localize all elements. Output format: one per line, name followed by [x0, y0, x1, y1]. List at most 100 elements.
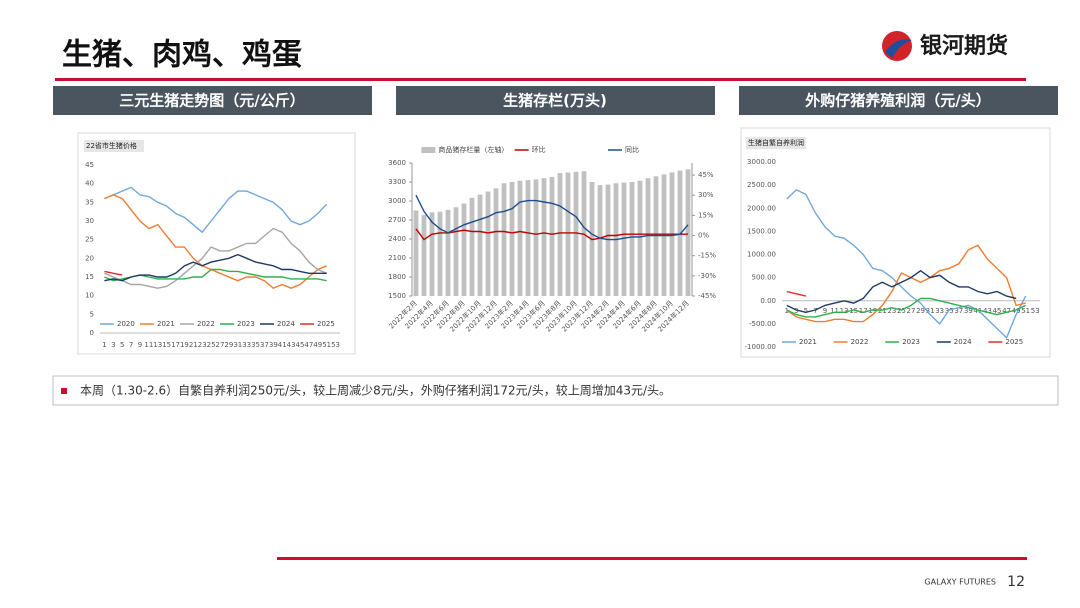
x-tick-label: 23 — [887, 307, 896, 315]
bar — [597, 185, 603, 296]
x-tick-label: 25 — [897, 307, 906, 315]
note-box — [52, 375, 1059, 406]
x-tick-label: 7 — [813, 307, 817, 315]
slide-title: 生猪、肉鸡、鸡蛋 — [62, 38, 302, 73]
series-line — [415, 194, 689, 241]
bar — [533, 179, 539, 296]
legend-label: 商品猪存栏量（左轴） — [438, 145, 508, 154]
bar — [685, 169, 691, 296]
y-tick-label: 2500.00 — [747, 181, 776, 189]
title-rule — [55, 78, 1026, 81]
y-tick-label: 1000.00 — [747, 251, 776, 259]
y-tick-label: 3000 — [388, 197, 406, 205]
x-tick-label: 45 — [993, 307, 1002, 315]
panel-title: 生猪存栏(万头) — [503, 92, 607, 110]
bar — [565, 172, 571, 296]
bar — [517, 180, 523, 296]
x-tick-label: 7 — [129, 341, 133, 349]
bar — [477, 194, 483, 296]
legend-label: 2022 — [851, 338, 869, 346]
x-tick-label: 45 — [296, 341, 305, 349]
y-tick-label: 0.00 — [760, 297, 776, 305]
x-tick-label: 21 — [878, 307, 887, 315]
page-number: 12 — [1007, 574, 1025, 590]
x-tick-label: 11 — [830, 307, 839, 315]
panel-header — [396, 86, 715, 115]
bar — [429, 212, 435, 296]
x-tick-label: 29 — [916, 307, 925, 315]
y-tick-label: 35 — [85, 198, 94, 206]
y-tick-label: 3600 — [388, 159, 406, 167]
x-tick-label: 39 — [964, 307, 973, 315]
x-tick-label: 19 — [868, 307, 877, 315]
x-tick-label: 23 — [198, 341, 207, 349]
x-tick-label: 33 — [242, 341, 251, 349]
chart-title: 生猪自繁自养利润 — [748, 138, 804, 147]
bullet — [61, 388, 67, 394]
chart-frame — [77, 132, 356, 355]
y-tick-label: 1800 — [388, 273, 406, 281]
bar — [621, 182, 627, 296]
bar — [485, 191, 491, 296]
bar — [413, 210, 419, 296]
panel-title: 外购仔猪养殖利润（元/头） — [804, 92, 990, 110]
series-line — [104, 194, 327, 290]
y2-tick-label: 0% — [698, 232, 709, 240]
legend-label: 2024 — [277, 320, 295, 328]
x-tick-label: 33 — [935, 307, 944, 315]
legend-label: 2023 — [902, 338, 920, 346]
bar — [493, 188, 499, 296]
y-tick-label: 3000.00 — [747, 158, 776, 166]
x-tick-label: 51 — [1021, 307, 1030, 315]
series-line — [415, 228, 688, 241]
bar — [549, 176, 555, 296]
y-tick-label: 1500 — [388, 292, 406, 300]
x-tick-label: 13 — [153, 341, 162, 349]
x-tick-label: 1 — [102, 341, 106, 349]
series-line — [104, 253, 327, 282]
x-tick-label: 5 — [120, 341, 124, 349]
chart-title-bg — [746, 137, 806, 149]
chart-title: 22省市生猪价格 — [86, 141, 137, 150]
chart-title-bg — [84, 140, 144, 152]
bar — [445, 209, 451, 296]
bar — [541, 178, 547, 296]
series-line — [786, 290, 807, 297]
x-tick-label: 13 — [840, 307, 849, 315]
panel-header — [739, 86, 1058, 115]
series-line — [104, 186, 328, 234]
footer-brand: GALAXY FUTURES — [924, 578, 996, 587]
x-tick-label: 41 — [278, 341, 287, 349]
x-tick-label: 53 — [331, 341, 340, 349]
x-tick-label: 17 — [171, 341, 180, 349]
legend-label: 2021 — [799, 338, 817, 346]
x-tick-label: 29 — [224, 341, 233, 349]
legend-label: 2020 — [117, 320, 135, 328]
y-tick-label: 30 — [85, 217, 94, 225]
x-tick-label: 31 — [233, 341, 242, 349]
legend-label: 2021 — [157, 320, 175, 328]
legend-swatch — [421, 147, 436, 153]
legend-label: 2025 — [1005, 338, 1023, 346]
y-tick-label: 3300 — [388, 178, 406, 186]
logo: 银河期货 — [882, 31, 1008, 61]
y-tick-label: 20 — [85, 254, 94, 262]
x-tick-label: 47 — [304, 341, 313, 349]
series-line — [786, 269, 1017, 314]
bar — [461, 203, 467, 296]
x-tick-label: 15 — [162, 341, 171, 349]
series-line — [786, 297, 1027, 318]
y-tick-label: 15 — [85, 273, 94, 281]
panel-header — [53, 86, 372, 115]
y2-tick-label: -30% — [698, 272, 716, 280]
y2-tick-label: 30% — [698, 191, 714, 199]
series-line — [104, 227, 327, 289]
legend-label: 2023 — [237, 320, 255, 328]
x-tick-label: 47 — [1002, 307, 1011, 315]
y-tick-label: 2400 — [388, 235, 406, 243]
bar — [573, 171, 579, 296]
logo-text: 银河期货 — [920, 33, 1008, 59]
x-tick-label: 49 — [1012, 307, 1021, 315]
logo-swirl — [885, 39, 912, 58]
